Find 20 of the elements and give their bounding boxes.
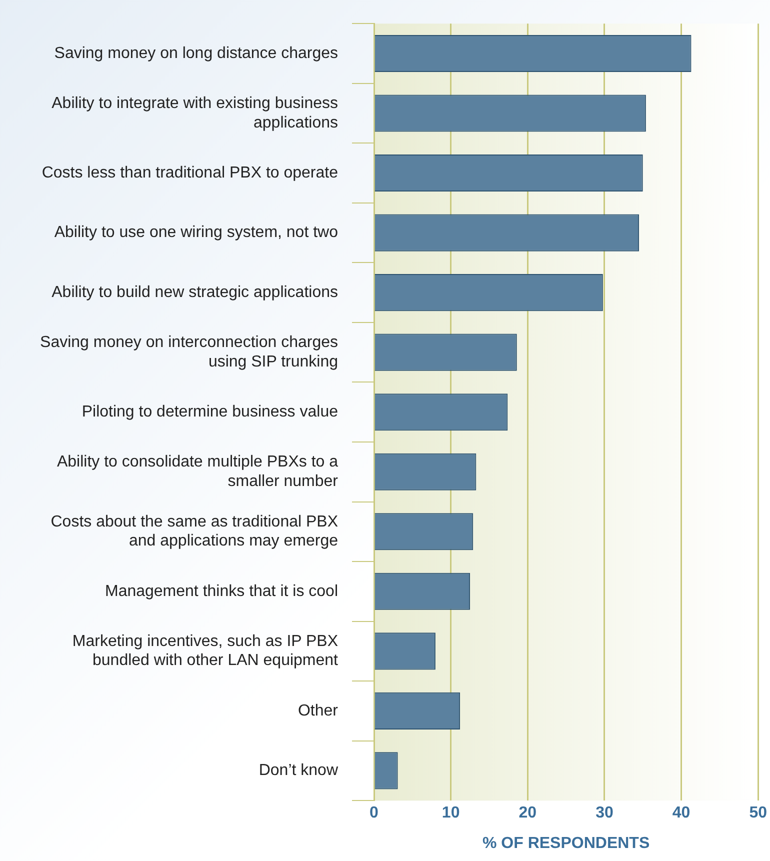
y-tick-label: Ability to consolidate multiple PBXs to a smaller number <box>56 454 339 490</box>
y-tick-label: Ability to build new strategic applications <box>52 284 338 301</box>
y-tick-label: Marketing incentives, such as IP PBX bundled with other LAN equipment <box>72 632 339 670</box>
y-tick-label: Management thinks that it is cool <box>104 582 338 600</box>
y-tick-label: Saving money on long distance charges <box>54 44 338 62</box>
x-tick-label: 20 <box>518 804 537 822</box>
x-tick-label: 0 <box>370 804 379 822</box>
y-tick-label: Costs about the same as traditional PBX and applications may emerge <box>50 513 338 550</box>
y-tick-label: Costs less than traditional PBX to operate <box>42 164 338 182</box>
x-tick-label: 30 <box>596 804 614 822</box>
x-tick-label: 10 <box>442 804 460 822</box>
y-tick-label: Other <box>298 702 339 720</box>
x-tick-label: 50 <box>749 804 768 822</box>
x-axis-title: % OF RESPONDENTS <box>482 834 650 852</box>
y-tick-label: Don’t know <box>258 762 338 780</box>
y-tick-label: Saving money on interconnection charges using SIP trunking <box>40 334 338 370</box>
y-tick-label: Piloting to determine business value <box>82 404 338 421</box>
y-tick-label: Ability to integrate with existing business applications <box>52 95 338 132</box>
x-tick-label: 40 <box>672 804 690 822</box>
y-tick-label: Ability to use one wiring system, not two <box>54 224 338 242</box>
